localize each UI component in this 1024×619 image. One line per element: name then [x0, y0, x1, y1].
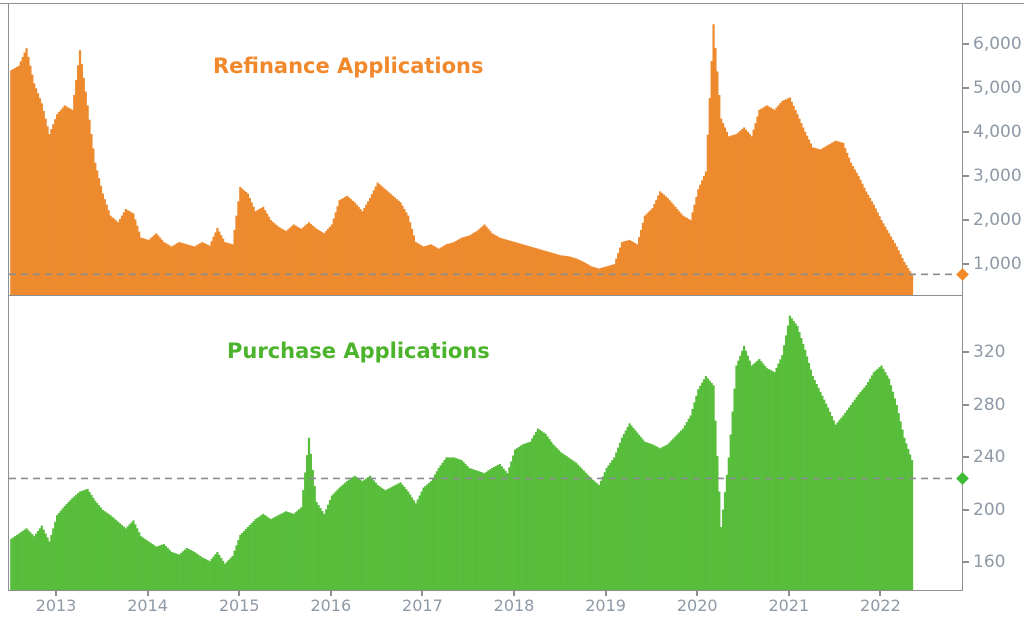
y-tick-label: 2,000 [973, 210, 1022, 230]
x-tick-label: 2014 [127, 596, 168, 615]
y-tick-mark [962, 263, 969, 266]
y-tick-mark [962, 351, 969, 354]
y-tick-label: 1,000 [973, 254, 1022, 275]
x-tick-mark [146, 591, 149, 596]
y-tick-mark [962, 219, 969, 221]
y-tick-label: 240 [973, 447, 1006, 468]
x-tick-label: 2017 [402, 596, 443, 615]
x-tick-mark [421, 591, 424, 596]
y-tick-label: 320 [973, 342, 1006, 363]
y-tick-label: 200 [973, 499, 1006, 520]
x-tick-label: 2013 [35, 596, 77, 615]
refinance-title: Refinance Applications [213, 54, 484, 78]
x-tick-mark [55, 591, 57, 596]
x-tick-mark [329, 591, 332, 596]
y-tick-mark [962, 456, 969, 459]
refinance-area-chart [9, 24, 962, 295]
purchase-panel [9, 296, 962, 590]
purchase-applications-bars [10, 315, 914, 590]
y-tick-mark [962, 508, 969, 511]
x-tick-mark [513, 591, 515, 596]
y-tick-mark [962, 42, 969, 45]
x-tick-label: 2022 [860, 596, 901, 615]
refinance-panel [9, 4, 962, 295]
y-tick-mark [962, 175, 969, 177]
x-tick-mark [604, 591, 607, 596]
y-tick-mark [962, 86, 969, 89]
x-tick-label: 2018 [493, 596, 535, 615]
y-tick-label: 160 [973, 552, 1006, 573]
y-tick-mark [962, 403, 969, 406]
y-tick-mark [962, 130, 969, 133]
y-tick-label: 5,000 [973, 77, 1022, 98]
panel-divider [9, 295, 962, 296]
x-tick-mark [787, 591, 790, 596]
purchase-title: Purchase Applications [227, 339, 490, 363]
y-tick-label: 6,000 [973, 33, 1022, 54]
plot-box [8, 3, 963, 591]
purchase-area-chart [9, 315, 962, 590]
x-tick-label: 2015 [218, 596, 260, 615]
refinance-applications-bars [10, 24, 914, 295]
x-tick-mark [696, 591, 699, 596]
x-tick-label: 2019 [585, 596, 626, 615]
y-tick-label: 280 [973, 394, 1006, 415]
x-tick-label: 2020 [676, 596, 718, 615]
x-tick-label: 2016 [310, 596, 352, 615]
y-tick-label: 4,000 [973, 121, 1022, 142]
x-tick-mark [879, 591, 882, 596]
y-tick-mark [962, 561, 969, 564]
x-tick-label: 2021 [768, 596, 810, 615]
x-tick-mark [238, 591, 241, 596]
y-tick-label: 3,000 [973, 166, 1022, 186]
